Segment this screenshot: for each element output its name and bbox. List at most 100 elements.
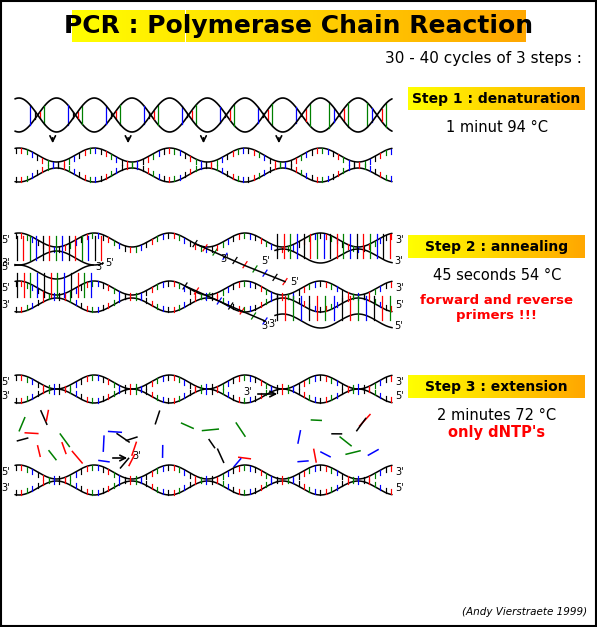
Bar (553, 87, 555, 110)
Text: 30 - 40 cycles of 3 steps :: 30 - 40 cycles of 3 steps : (385, 51, 582, 65)
Bar (195, 10, 199, 42)
Bar (564, 375, 565, 398)
Bar (567, 235, 569, 258)
Text: 3': 3' (395, 467, 404, 477)
Bar (486, 375, 488, 398)
Bar (290, 10, 294, 42)
Bar (459, 235, 461, 258)
Bar (421, 10, 426, 42)
Bar (444, 10, 449, 42)
Bar (76, 10, 81, 42)
Bar (72, 10, 76, 42)
Text: 1 minut 94 °C: 1 minut 94 °C (446, 120, 548, 135)
Bar (449, 375, 451, 398)
Bar (583, 375, 585, 398)
Bar (482, 235, 484, 258)
Bar (552, 375, 553, 398)
Bar (581, 87, 583, 110)
Bar (504, 235, 505, 258)
Bar (514, 375, 516, 398)
Bar (536, 235, 537, 258)
Bar (521, 87, 523, 110)
Bar (495, 235, 497, 258)
Bar (580, 235, 581, 258)
Bar (420, 235, 422, 258)
Bar (560, 375, 562, 398)
Bar (562, 87, 564, 110)
Bar (523, 87, 525, 110)
Bar (411, 87, 413, 110)
Bar (544, 87, 546, 110)
Bar (536, 375, 537, 398)
Bar (571, 235, 573, 258)
Bar (488, 87, 490, 110)
Bar (245, 10, 249, 42)
Bar (440, 87, 442, 110)
Text: 5': 5' (1, 235, 10, 245)
Bar (186, 10, 190, 42)
Bar (565, 87, 567, 110)
Bar (81, 10, 85, 42)
Bar (509, 87, 510, 110)
Text: 5': 5' (1, 262, 10, 272)
Bar (468, 87, 470, 110)
Text: forward and reverse
primers !!!: forward and reverse primers !!! (420, 294, 574, 322)
Bar (459, 375, 461, 398)
Bar (413, 10, 417, 42)
Bar (537, 375, 539, 398)
Bar (456, 235, 457, 258)
Bar (519, 87, 521, 110)
Bar (449, 87, 451, 110)
Bar (543, 375, 544, 398)
Bar (475, 235, 477, 258)
Bar (541, 375, 543, 398)
Bar (420, 87, 422, 110)
Bar (583, 87, 585, 110)
Bar (497, 375, 498, 398)
Bar (518, 375, 519, 398)
Bar (491, 235, 493, 258)
Bar (158, 10, 163, 42)
Bar (464, 375, 466, 398)
Bar (440, 10, 444, 42)
Bar (517, 10, 521, 42)
Bar (411, 235, 413, 258)
Bar (429, 375, 431, 398)
Bar (442, 375, 444, 398)
Bar (404, 10, 408, 42)
Bar (118, 10, 122, 42)
Bar (473, 235, 475, 258)
Bar (430, 10, 435, 42)
Bar (475, 375, 477, 398)
Bar (569, 235, 571, 258)
Bar (456, 87, 457, 110)
Bar (90, 10, 95, 42)
Text: (Andy Vierstraete 1999): (Andy Vierstraete 1999) (462, 607, 587, 617)
Text: 5': 5' (1, 377, 10, 387)
Bar (213, 10, 217, 42)
Bar (495, 375, 497, 398)
Bar (527, 375, 528, 398)
Text: 5': 5' (394, 321, 403, 331)
Bar (447, 375, 449, 398)
Bar (272, 10, 276, 42)
Bar (449, 10, 453, 42)
Bar (167, 10, 172, 42)
Bar (518, 87, 519, 110)
Bar (418, 235, 420, 258)
Bar (127, 10, 131, 42)
Text: 3': 3' (1, 483, 10, 493)
Bar (413, 235, 415, 258)
Text: 3': 3' (243, 387, 251, 397)
Bar (544, 235, 546, 258)
Bar (514, 235, 516, 258)
Bar (322, 10, 326, 42)
Bar (453, 235, 454, 258)
Bar (433, 375, 435, 398)
Bar (395, 10, 399, 42)
Text: Step 3 : extension: Step 3 : extension (425, 379, 568, 394)
Bar (574, 87, 576, 110)
Bar (552, 235, 553, 258)
Bar (276, 10, 281, 42)
Bar (571, 375, 573, 398)
